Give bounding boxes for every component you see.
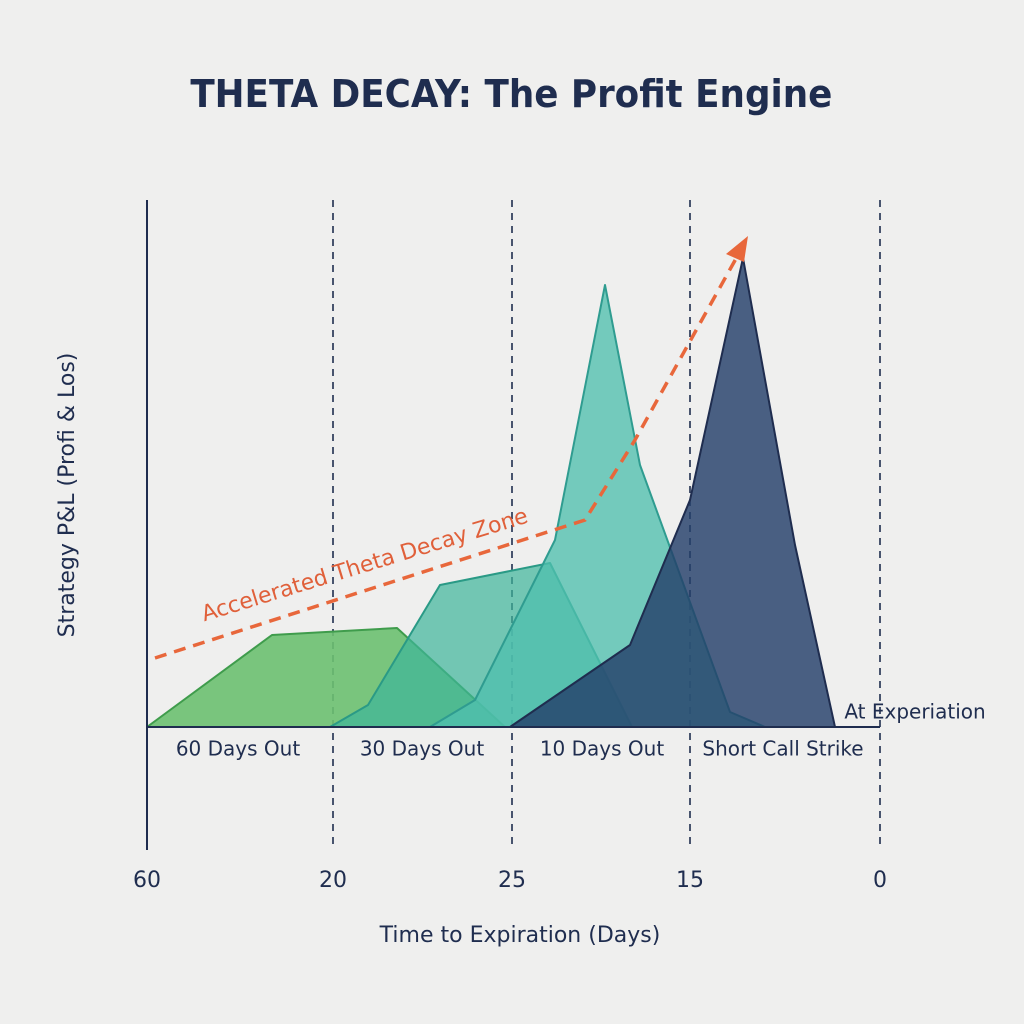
arrow-head: [726, 236, 748, 262]
x-tick-label: 20: [319, 868, 347, 893]
x-tick-label: 25: [498, 868, 526, 893]
areas: [146, 257, 836, 728]
trend-arrow: [154, 236, 748, 660]
zone-label: 30 Days Out: [360, 737, 484, 761]
x-tick-label: 60: [133, 868, 161, 893]
x-axis-title: Time to Expiration (Days): [379, 923, 661, 948]
zone-label: Short Call Strike: [702, 737, 863, 761]
x-tick-label: 15: [676, 868, 704, 893]
trend-line: [154, 254, 740, 660]
zone-label: 10 Days Out: [540, 737, 664, 761]
x-tick-label: 0: [873, 868, 887, 893]
expiration-label: At Experiation: [844, 700, 985, 724]
zone-label: 60 Days Out: [176, 737, 300, 761]
chart-title: THETA DECAY: The Profit Engine: [190, 72, 832, 116]
y-axis-title: Strategy P&L (Profi & Los): [55, 353, 80, 638]
